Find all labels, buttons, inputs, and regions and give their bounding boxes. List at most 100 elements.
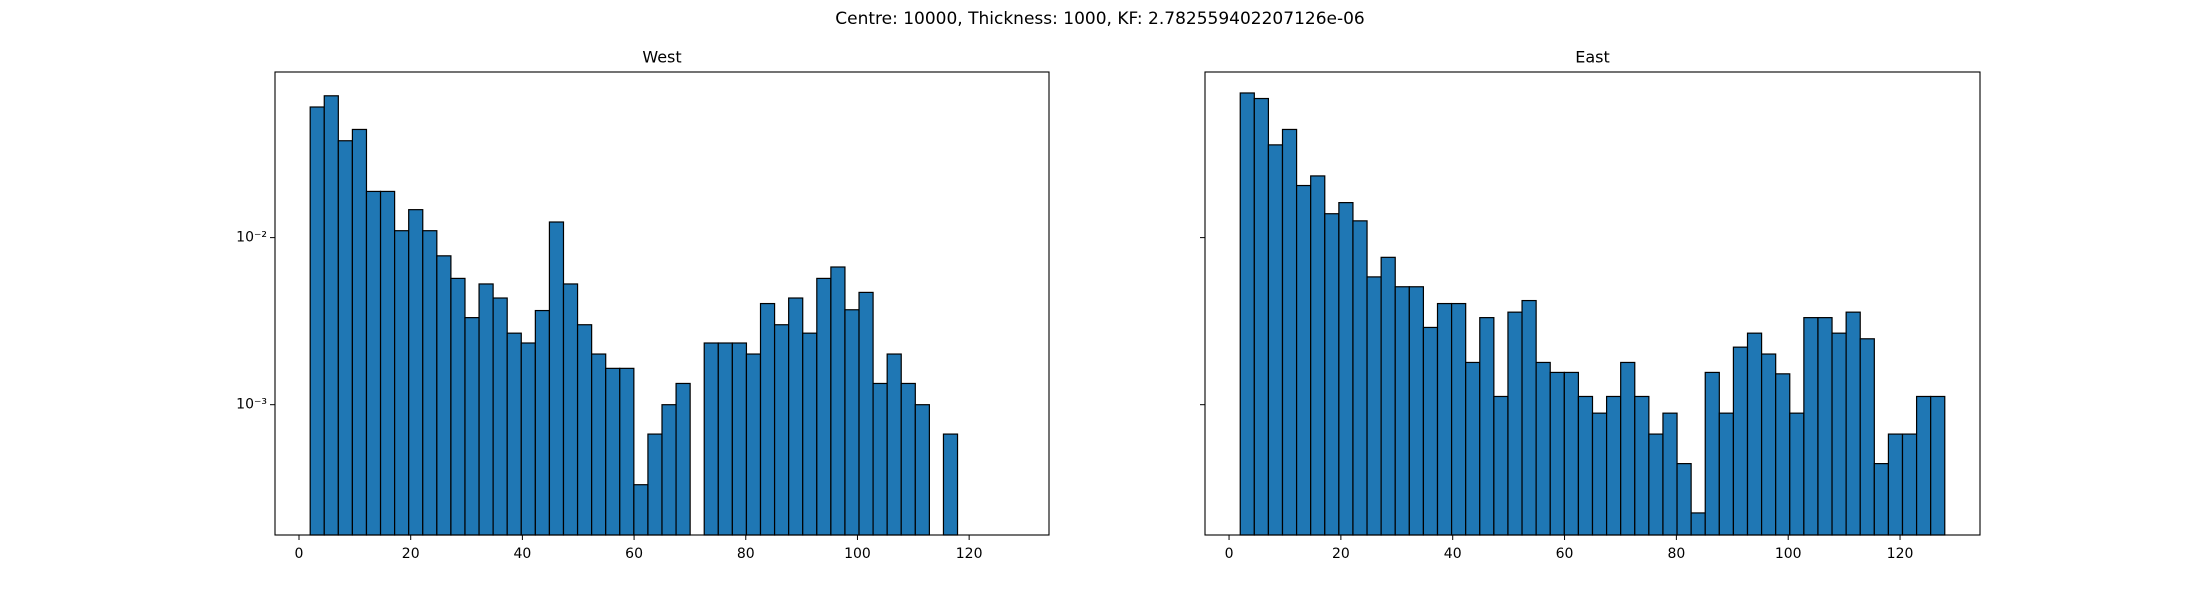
bar: [1577, 395, 1594, 536]
bar: [1901, 433, 1918, 536]
bar: [830, 266, 846, 536]
bar: [1450, 302, 1467, 536]
bar: [492, 297, 508, 536]
bar: [379, 190, 396, 536]
bar: [1310, 175, 1326, 536]
axes-frame: [1204, 71, 1981, 536]
bar: [661, 404, 677, 536]
bar: [633, 484, 649, 536]
x-tick-label: 60: [625, 546, 643, 562]
x-tick-label: 20: [402, 546, 420, 562]
bar: [1620, 361, 1636, 536]
bar: [506, 332, 522, 536]
bar: [1267, 144, 1284, 536]
axes-title: West: [642, 48, 681, 67]
bar: [1859, 338, 1875, 536]
bar: [1535, 361, 1551, 536]
bar: [1521, 299, 1537, 536]
bar: [1817, 317, 1833, 536]
bar: [1324, 213, 1340, 536]
bar: [1408, 286, 1425, 536]
bar: [1507, 311, 1523, 536]
bar: [1930, 395, 1946, 536]
bar: [1465, 361, 1481, 536]
bar: [619, 367, 635, 536]
bar: [1704, 371, 1720, 536]
bar: [1338, 202, 1354, 536]
bar: [394, 230, 410, 536]
bar: [914, 404, 930, 536]
x-tick-label: 0: [295, 546, 304, 562]
bar: [703, 342, 719, 536]
bar: [647, 433, 663, 536]
axes-frame: [274, 71, 1050, 536]
x-tick-label: 120: [956, 546, 983, 562]
bar: [1563, 371, 1580, 536]
bar: [1789, 412, 1805, 536]
bar: [576, 324, 593, 536]
bar: [1605, 395, 1622, 536]
x-tick-label: 100: [1775, 546, 1802, 562]
x-tick-label: 40: [513, 546, 531, 562]
x-tick-label: 80: [1667, 546, 1685, 562]
bar: [1436, 302, 1453, 536]
bar: [408, 209, 424, 536]
bar: [422, 230, 438, 536]
bar: [942, 433, 959, 536]
bar: [548, 221, 565, 536]
bar: [1915, 395, 1932, 536]
bar: [872, 382, 888, 536]
bar: [534, 309, 551, 536]
bar: [816, 277, 832, 536]
bar: [788, 297, 804, 536]
bar: [1873, 463, 1890, 536]
bar: [717, 342, 733, 536]
x-tick-label: 100: [844, 546, 871, 562]
bar: [1662, 412, 1678, 536]
bar: [731, 342, 748, 536]
bar: [591, 353, 607, 536]
bar: [844, 309, 860, 536]
bar: [900, 382, 916, 536]
bar: [759, 302, 776, 536]
bar: [436, 255, 452, 536]
bar: [520, 342, 536, 536]
bar: [858, 291, 874, 536]
bar: [1648, 433, 1664, 536]
bar: [309, 106, 325, 536]
x-tick-label: 60: [1556, 546, 1574, 562]
bar: [1394, 286, 1410, 536]
bar: [1239, 92, 1255, 536]
bar: [1366, 276, 1382, 536]
bar: [1422, 326, 1439, 536]
bar: [1591, 412, 1608, 536]
bar: [337, 140, 353, 536]
bar: [1295, 184, 1312, 536]
bar: [323, 95, 339, 536]
bar: [365, 190, 382, 536]
x-tick-label: 80: [737, 546, 755, 562]
bar: [886, 353, 902, 536]
x-tick-label: 40: [1444, 546, 1462, 562]
bar: [1253, 97, 1270, 536]
figure-title: Centre: 10000, Thickness: 1000, KF: 2.78…: [835, 9, 1365, 29]
y-tick-label: 10⁻³: [236, 397, 267, 413]
bar: [745, 353, 762, 536]
bar: [1281, 128, 1298, 536]
bar: [605, 367, 621, 536]
bar: [1676, 463, 1692, 536]
bar: [1803, 317, 1819, 536]
bar: [675, 382, 691, 536]
bar: [450, 277, 466, 536]
x-tick-label: 120: [1887, 546, 1914, 562]
x-tick-label: 0: [1225, 546, 1234, 562]
bar: [1634, 395, 1650, 536]
bar: [351, 128, 368, 536]
bar: [562, 283, 579, 536]
bar: [1887, 433, 1904, 536]
axes-title: East: [1575, 48, 1610, 67]
bar: [802, 332, 818, 536]
bar: [1352, 220, 1368, 536]
bar: [1479, 317, 1495, 536]
